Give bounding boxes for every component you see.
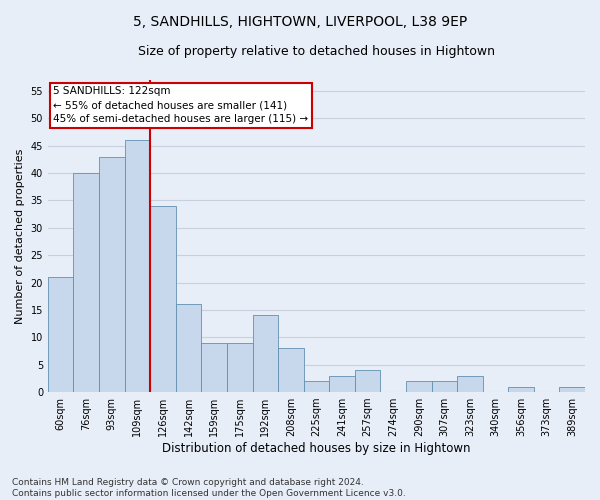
Bar [202, 343, 227, 392]
Bar [125, 140, 150, 392]
Bar [431, 381, 457, 392]
Bar [227, 343, 253, 392]
Bar [508, 386, 534, 392]
X-axis label: Distribution of detached houses by size in Hightown: Distribution of detached houses by size … [162, 442, 471, 455]
Bar [559, 386, 585, 392]
Bar [253, 316, 278, 392]
Bar [176, 304, 202, 392]
Bar [73, 173, 99, 392]
Bar [406, 381, 431, 392]
Bar [304, 381, 329, 392]
Bar [329, 376, 355, 392]
Y-axis label: Number of detached properties: Number of detached properties [15, 148, 25, 324]
Bar [48, 277, 73, 392]
Bar [355, 370, 380, 392]
Text: Contains HM Land Registry data © Crown copyright and database right 2024.
Contai: Contains HM Land Registry data © Crown c… [12, 478, 406, 498]
Bar [457, 376, 482, 392]
Text: 5, SANDHILLS, HIGHTOWN, LIVERPOOL, L38 9EP: 5, SANDHILLS, HIGHTOWN, LIVERPOOL, L38 9… [133, 15, 467, 29]
Title: Size of property relative to detached houses in Hightown: Size of property relative to detached ho… [138, 45, 495, 58]
Text: 5 SANDHILLS: 122sqm
← 55% of detached houses are smaller (141)
45% of semi-detac: 5 SANDHILLS: 122sqm ← 55% of detached ho… [53, 86, 308, 124]
Bar [99, 156, 125, 392]
Bar [150, 206, 176, 392]
Bar [278, 348, 304, 392]
